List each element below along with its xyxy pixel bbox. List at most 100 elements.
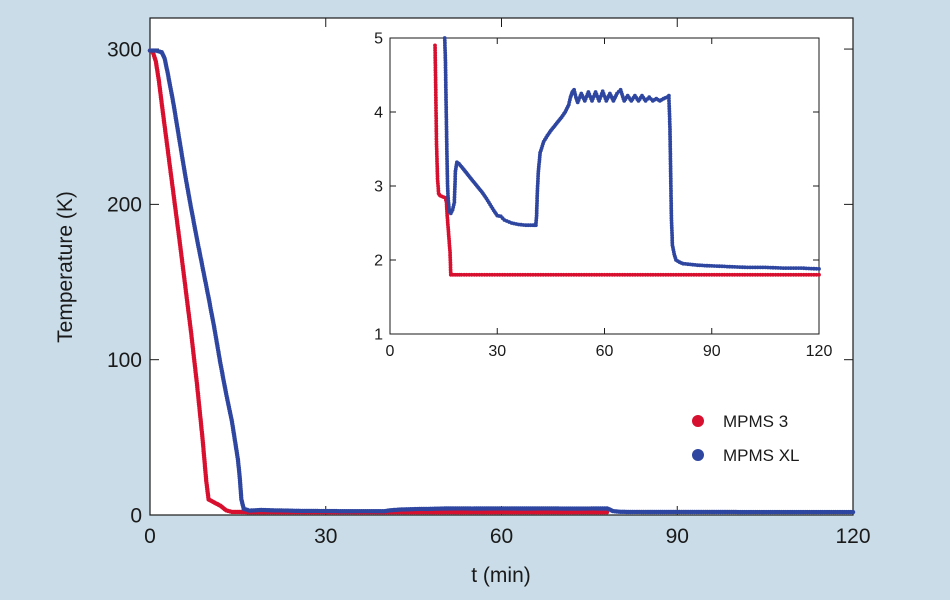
main-y-tick-label: 300 <box>107 38 142 61</box>
inset-point-mpms3 <box>771 272 775 277</box>
inset-point-mpms3 <box>656 272 660 277</box>
inset-point-mpms3 <box>503 272 507 277</box>
inset-point-mpms3 <box>651 272 655 277</box>
inset-point-mpmsxl <box>817 267 821 271</box>
inset-point-mpms3 <box>474 272 479 277</box>
inset-point-mpms3 <box>689 272 694 277</box>
inset-point-mpms3 <box>776 272 780 277</box>
inset-x-tick-label: 90 <box>703 343 721 360</box>
inset-point-mpms3 <box>607 272 612 277</box>
legend-marker-mpmsxl <box>692 449 704 461</box>
inset-point-mpms3 <box>694 272 699 277</box>
inset-point-mpms3 <box>579 272 584 277</box>
inset-point-mpms3 <box>778 272 783 277</box>
inset-point-mpmsxl <box>453 177 458 181</box>
main-x-tick-label: 0 <box>144 525 156 548</box>
inset-point-mpms3 <box>602 272 607 277</box>
inset-point-mpms3 <box>789 272 793 277</box>
inset-x-tick-label: 0 <box>386 343 395 360</box>
inset-point-mpms3 <box>574 272 579 277</box>
inset-point-mpms3 <box>594 272 599 277</box>
inset-point-mpms3 <box>434 119 439 123</box>
legend-marker-mpms3 <box>692 415 704 427</box>
inset-point-mpms3 <box>528 272 533 277</box>
inset-y-tick-label: 2 <box>374 253 383 270</box>
main-x-tick-label: 90 <box>666 525 689 548</box>
inset-series <box>433 36 821 277</box>
inset-point-mpms3 <box>814 272 819 277</box>
inset-point-mpms3 <box>727 272 732 277</box>
y-axis-title: Temperature (K) <box>54 191 77 343</box>
inset-x-tick-label: 30 <box>488 343 506 360</box>
inset-point-mpms3 <box>760 272 765 277</box>
inset-point-mpms3 <box>434 116 439 121</box>
inset-point-mpms3 <box>434 111 438 115</box>
inset-point-mpms3 <box>434 106 438 110</box>
inset-point-mpms3 <box>623 272 627 277</box>
inset-x-tick-label: 120 <box>806 343 833 360</box>
inset-point-mpms3 <box>743 272 747 277</box>
inset-point-mpms3 <box>666 272 671 277</box>
inset-point-mpms3 <box>434 103 438 108</box>
inset-point-mpms3 <box>722 272 727 277</box>
inset-point-mpms3 <box>523 272 528 277</box>
inset-point-mpms3 <box>750 272 755 277</box>
inset-point-mpms3 <box>556 272 561 277</box>
inset-point-mpms3 <box>707 272 712 277</box>
main-series <box>147 48 856 515</box>
inset-point-mpms3 <box>513 272 517 277</box>
inset-point-mpms3 <box>589 272 594 277</box>
inset-y-tick-label: 5 <box>374 31 383 48</box>
main-y-tick-label: 100 <box>107 349 142 372</box>
inset-point-mpms3 <box>492 272 497 277</box>
inset-point-mpms3 <box>635 272 640 277</box>
inset-plot-frame <box>389 37 820 335</box>
inset-point-mpmsxl <box>750 265 755 270</box>
inset-point-mpms3 <box>536 272 540 277</box>
inset-point-mpms3 <box>640 272 645 277</box>
inset-point-mpms3 <box>628 272 632 277</box>
inset-point-mpms3 <box>541 272 546 277</box>
inset-point-mpms3 <box>551 272 556 277</box>
legend-label-mpms3: MPMS 3 <box>723 412 788 431</box>
inset-point-mpms3 <box>717 272 722 277</box>
inset-x-tick-label: 60 <box>596 343 614 360</box>
inset-point-mpms3 <box>584 272 589 277</box>
inset-point-mpms3 <box>679 272 683 277</box>
inset-point-mpms3 <box>469 272 474 277</box>
inset-point-mpms3 <box>766 272 770 277</box>
inset-point-mpms3 <box>745 272 750 277</box>
inset-point-mpmsxl <box>667 93 671 98</box>
inset-point-mpms3 <box>564 272 569 277</box>
inset-point-mpms3 <box>732 272 737 277</box>
inset-point-mpmsxl <box>745 265 750 270</box>
inset-point-mpms3 <box>561 272 566 277</box>
inset-point-mpms3 <box>531 272 535 277</box>
inset-point-mpms3 <box>433 90 438 95</box>
inset-point-mpms3 <box>674 272 678 277</box>
inset-point-mpmsxl <box>452 200 457 205</box>
inset-point-mpms3 <box>684 272 689 277</box>
main-x-tick-label: 30 <box>314 525 337 548</box>
inset-point-mpms3 <box>485 272 489 277</box>
inset-point-mpms3 <box>794 272 798 277</box>
inset-point-mpms3 <box>671 272 676 277</box>
inset-point-mpms3 <box>699 272 704 277</box>
inset-point-mpms3 <box>783 272 788 277</box>
inset-point-mpms3 <box>434 134 439 139</box>
inset-y-tick-label: 4 <box>374 105 383 122</box>
x-axis-title: t (min) <box>471 564 531 587</box>
main-x-tick-label: 60 <box>490 525 513 548</box>
inset-y-tick-label: 1 <box>374 327 383 344</box>
inset-point-mpms3 <box>464 272 469 277</box>
inset-point-mpmsxl <box>794 266 798 270</box>
inset-point-mpms3 <box>799 272 803 277</box>
main-y-tick-label: 0 <box>130 504 142 527</box>
inset-point-mpms3 <box>480 272 484 277</box>
inset-point-mpms3 <box>434 95 438 100</box>
inset-point-mpms3 <box>704 272 709 277</box>
inset-point-mpms3 <box>518 272 523 277</box>
inset-point-mpms3 <box>459 272 464 277</box>
inset-point-mpms3 <box>434 124 439 128</box>
